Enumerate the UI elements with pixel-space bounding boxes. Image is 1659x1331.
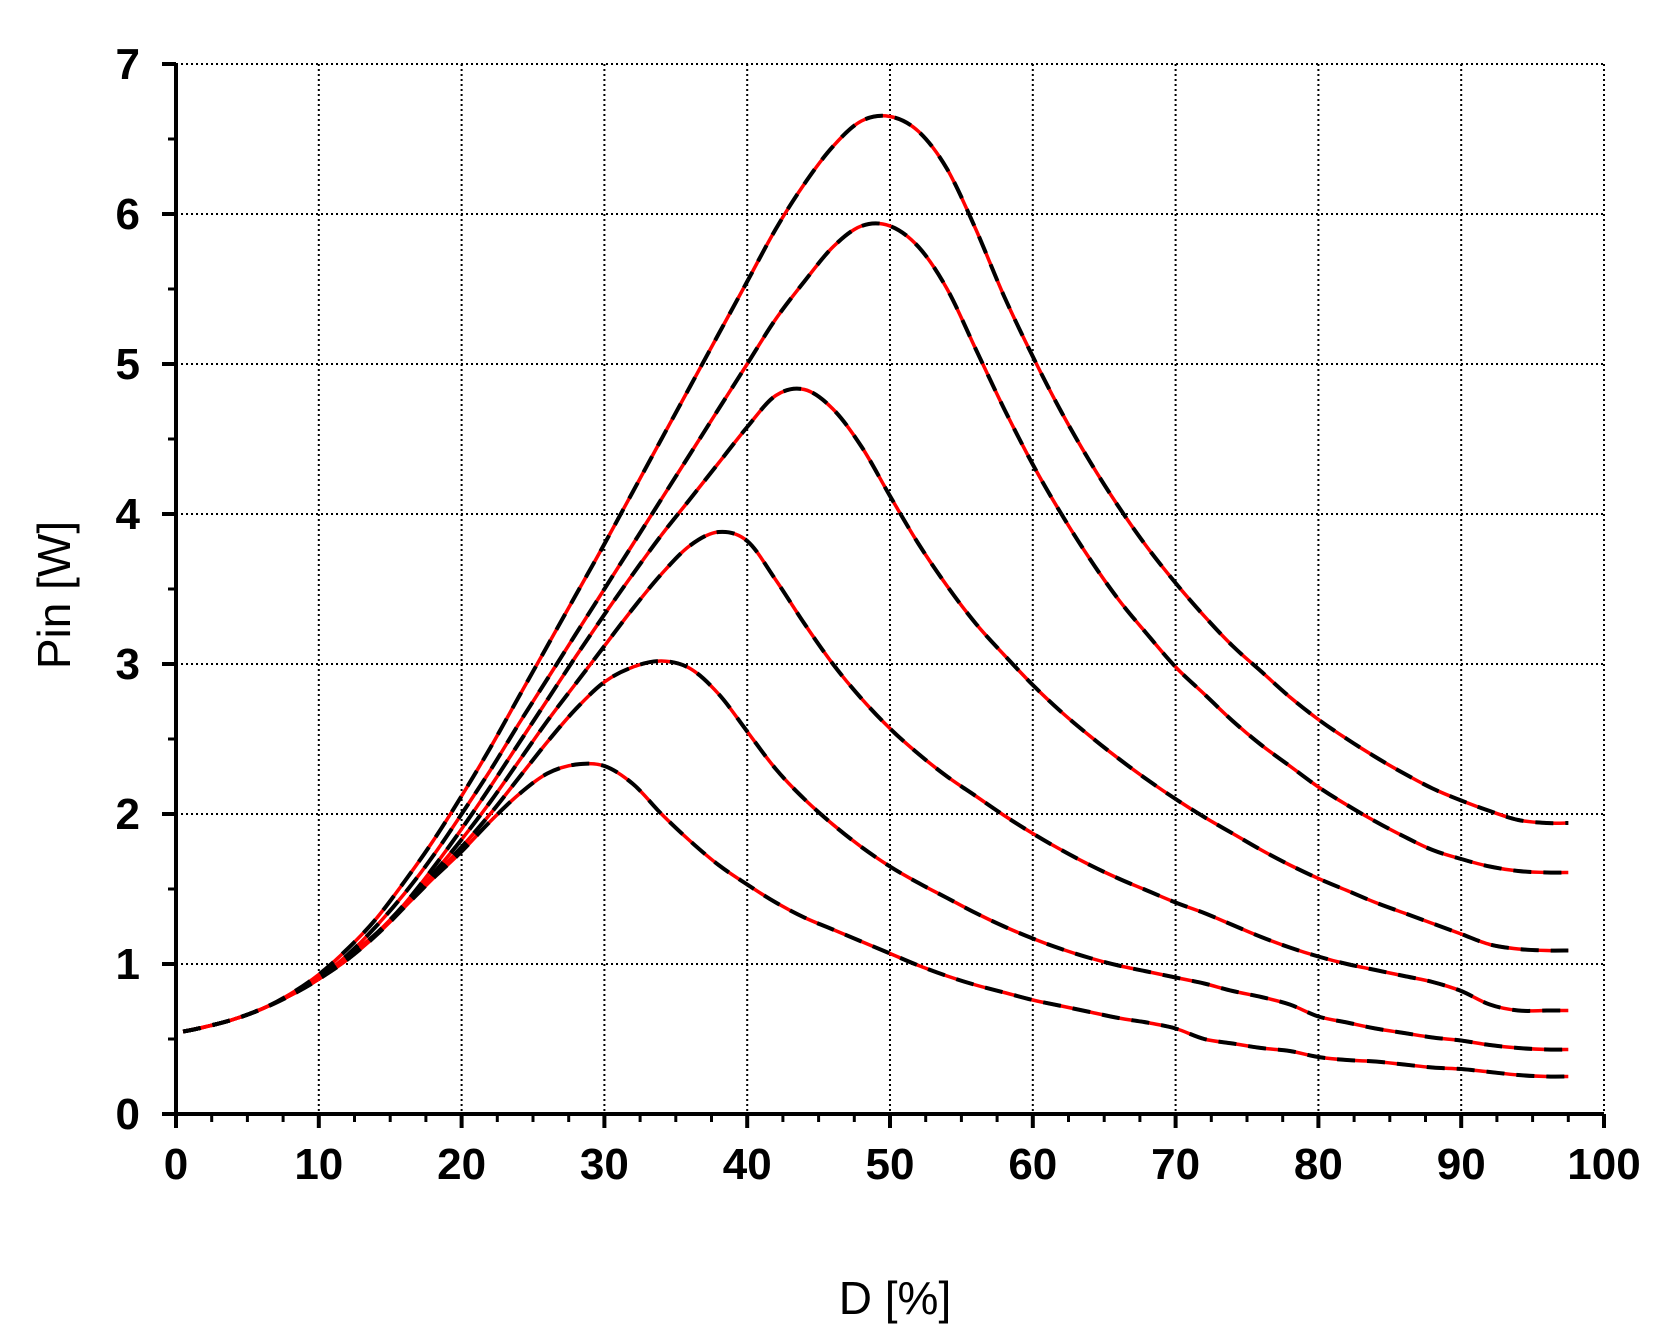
axes	[162, 62, 1606, 1128]
y-tick-label: 3	[116, 640, 140, 689]
x-tick-label: 100	[1567, 1140, 1640, 1189]
x-axis-title: D [%]	[839, 1272, 951, 1324]
x-tick-label: 50	[866, 1140, 915, 1189]
data-curves	[182, 113, 1569, 1079]
x-tick-label: 90	[1437, 1140, 1486, 1189]
series-2-measured-line	[182, 658, 1569, 1052]
series-6-measured-line	[182, 113, 1569, 1034]
series-4-simulated-line	[182, 386, 1569, 1034]
x-tick-label: 10	[294, 1140, 343, 1189]
y-tick-label: 2	[116, 790, 140, 839]
y-tick-label: 5	[116, 340, 140, 389]
grid-lines	[175, 63, 1605, 1115]
tick-labels: 0 10 20 30 40 50 60 70 80 90 100 0 1 2 3 4 5 6 7	[116, 40, 1641, 1189]
x-tick-label: 30	[580, 1140, 629, 1189]
x-tick-label: 40	[723, 1140, 772, 1189]
series-1-measured-line	[182, 761, 1569, 1079]
x-tick-label: 20	[437, 1140, 486, 1189]
x-tick-label: 80	[1294, 1140, 1343, 1189]
series-5-measured-line	[182, 221, 1569, 1034]
y-tick-label: 1	[116, 940, 140, 989]
y-tick-label: 6	[116, 190, 140, 239]
x-tick-label: 60	[1008, 1140, 1057, 1189]
y-tick-label: 0	[116, 1090, 140, 1139]
x-tick-label: 70	[1151, 1140, 1200, 1189]
y-axis-title: Pin [W]	[28, 521, 80, 669]
series-4-measured-line	[182, 386, 1569, 1034]
y-tick-label: 4	[116, 490, 141, 539]
y-tick-label: 7	[116, 40, 140, 89]
x-tick-label: 0	[164, 1140, 188, 1189]
series-3-simulated-line	[182, 530, 1569, 1034]
series-3-measured-line	[182, 529, 1569, 1034]
